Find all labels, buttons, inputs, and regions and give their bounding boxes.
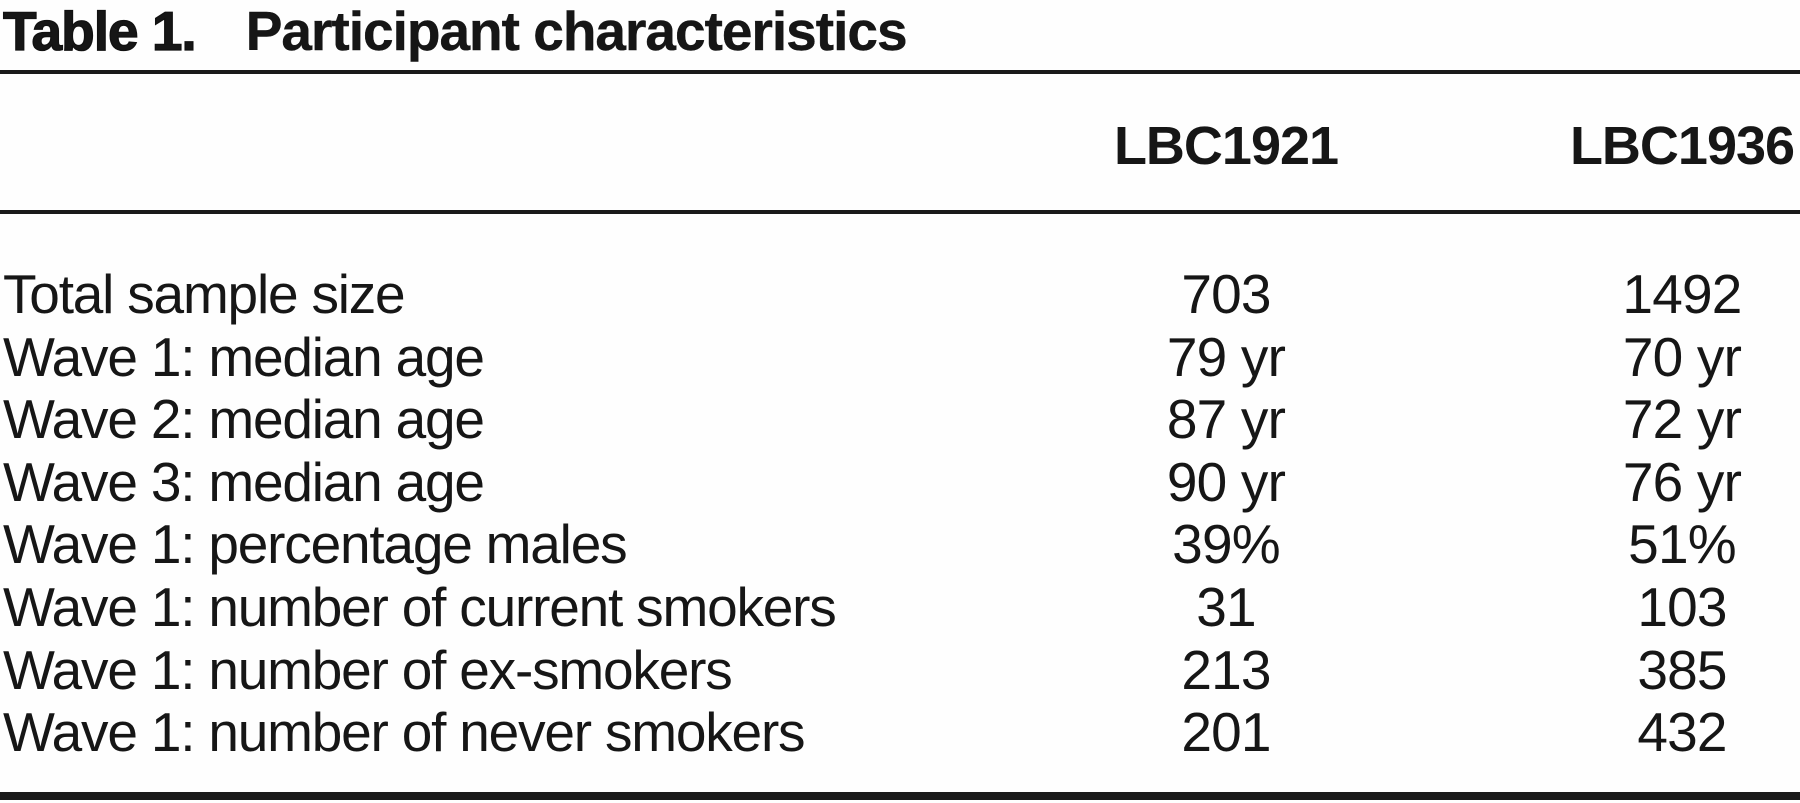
row-label: Wave 1: percentage males [3, 513, 628, 576]
table-row: Wave 1: number of never smokers 201 432 [0, 701, 1800, 764]
top-rule [0, 70, 1800, 74]
cell-lbc1921: 87 yr [1166, 388, 1286, 451]
cell-lbc1936: 70 yr [1622, 325, 1742, 388]
table-row: Wave 1: number of current smokers 31 103 [0, 576, 1800, 639]
table-row: Wave 2: median age 87 yr 72 yr [0, 388, 1800, 451]
row-label: Wave 3: median age [3, 450, 485, 513]
cell-lbc1936: 432 [1637, 701, 1727, 764]
table-number-label: Table 1. [2, 0, 197, 63]
table-header-row: LBC1921 LBC1936 [0, 118, 1800, 174]
row-label: Wave 1: number of ex-smokers [3, 638, 733, 701]
cell-lbc1936: 51% [1628, 513, 1736, 576]
table-row: Wave 1: percentage males 39% 51% [0, 513, 1800, 576]
row-label: Wave 1: median age [3, 325, 485, 388]
table-body: Total sample size 703 1492 Wave 1: median a… [0, 214, 1800, 764]
table-caption: Participant characteristics [245, 0, 908, 62]
row-label: Total sample size [3, 263, 406, 325]
header-rule [0, 210, 1800, 214]
table-row: Total sample size 703 1492 [0, 263, 1800, 326]
cell-lbc1921: 79 yr [1166, 325, 1286, 388]
cell-lbc1921: 201 [1181, 701, 1271, 764]
table-row: Wave 1: median age 79 yr 70 yr [0, 326, 1800, 389]
cell-lbc1921: 703 [1181, 263, 1271, 325]
cell-lbc1921: 39% [1172, 513, 1280, 576]
column-header-lbc1921: LBC1921 [1113, 116, 1339, 176]
cell-lbc1921: 213 [1181, 638, 1271, 701]
cell-lbc1921: 31 [1196, 575, 1256, 638]
cell-lbc1936: 103 [1637, 575, 1727, 638]
cell-lbc1936: 1492 [1622, 263, 1742, 325]
table-title: Table 1. Participant characteristics [2, 0, 908, 63]
table-row: Wave 1: number of ex-smokers 213 385 [0, 639, 1800, 702]
row-label: Wave 2: median age [3, 388, 485, 451]
table-row: Wave 3: median age 90 yr 76 yr [0, 451, 1800, 514]
column-header-lbc1936: LBC1936 [1569, 116, 1795, 176]
cell-lbc1936: 385 [1637, 638, 1727, 701]
row-label: Wave 1: number of never smokers [3, 701, 806, 764]
cell-lbc1936: 72 yr [1622, 388, 1742, 451]
cell-lbc1936: 76 yr [1622, 450, 1742, 513]
bottom-rule [0, 792, 1800, 800]
row-label: Wave 1: number of current smokers [3, 575, 837, 638]
cell-lbc1921: 90 yr [1166, 450, 1286, 513]
